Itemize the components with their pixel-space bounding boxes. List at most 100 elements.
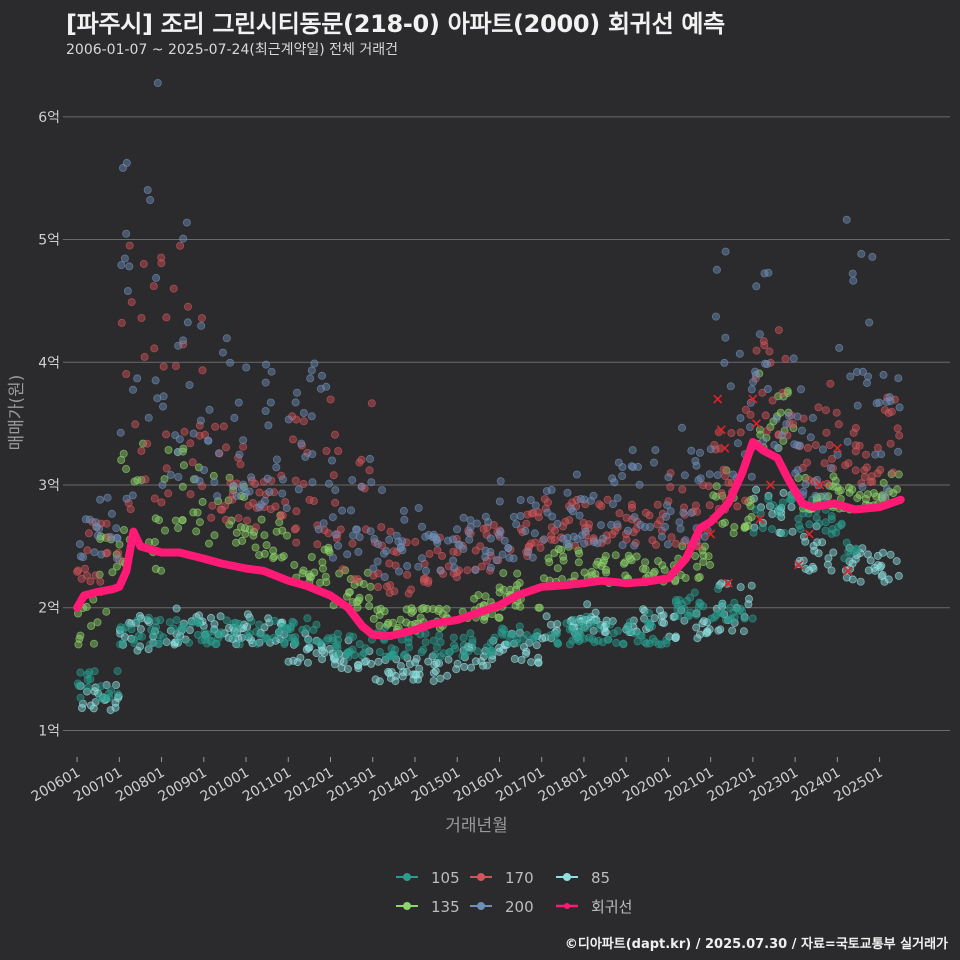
- data-point-200: [818, 445, 827, 454]
- data-point-200: [380, 573, 389, 582]
- data-point-135: [587, 567, 596, 576]
- data-point-170: [234, 514, 243, 523]
- data-point-200: [663, 501, 672, 510]
- data-point-200: [459, 544, 468, 553]
- data-point-135: [534, 603, 543, 612]
- data-point-85: [779, 488, 788, 497]
- data-point-200: [294, 485, 303, 494]
- data-point-135: [879, 478, 888, 487]
- data-point-105: [852, 546, 861, 555]
- data-point-200: [500, 536, 509, 545]
- data-point-170: [243, 516, 252, 525]
- data-point-170: [851, 447, 860, 456]
- data-point-85: [736, 583, 745, 592]
- data-point-200: [421, 566, 430, 575]
- data-point-170: [157, 259, 166, 268]
- data-point-200: [122, 229, 131, 238]
- data-point-85: [431, 667, 440, 676]
- data-point-105: [283, 624, 292, 633]
- data-point-170: [331, 498, 340, 507]
- data-point-135: [602, 568, 611, 577]
- data-point-200: [143, 185, 152, 194]
- data-point-200: [369, 564, 378, 573]
- data-point-135: [480, 615, 489, 624]
- data-point-200: [540, 535, 549, 544]
- data-point-200: [113, 554, 122, 563]
- data-point-170: [218, 505, 227, 514]
- data-point-200: [191, 475, 200, 484]
- data-point-135: [853, 494, 862, 503]
- data-point-105: [736, 604, 745, 613]
- data-point-200: [235, 450, 244, 459]
- data-point-200: [521, 527, 530, 536]
- data-point-200: [736, 414, 745, 423]
- data-point-135: [210, 531, 219, 540]
- legend-label: 200: [505, 898, 534, 916]
- data-point-200: [242, 363, 251, 372]
- data-point-135: [108, 568, 117, 577]
- data-point-200: [343, 550, 352, 559]
- data-point-85: [814, 549, 823, 558]
- data-point-105: [591, 617, 600, 626]
- data-point-200: [640, 523, 649, 532]
- data-point-200: [636, 520, 645, 529]
- data-point-105: [522, 631, 531, 640]
- data-point-135: [499, 569, 508, 578]
- data-point-135: [718, 519, 727, 528]
- data-point-200: [763, 384, 772, 393]
- data-point-105: [222, 616, 231, 625]
- data-point-170: [353, 575, 362, 584]
- data-point-85: [823, 560, 832, 569]
- y-tick-label: 3억: [38, 478, 60, 494]
- data-point-105: [212, 639, 221, 648]
- data-point-135: [729, 529, 738, 538]
- data-point-200: [705, 470, 714, 479]
- data-point-170: [719, 465, 728, 474]
- data-point-85: [374, 657, 383, 666]
- data-point-135: [574, 558, 583, 567]
- data-point-200: [367, 478, 376, 487]
- data-point-200: [112, 524, 121, 533]
- data-point-170: [622, 513, 631, 522]
- data-point-200: [692, 461, 701, 470]
- data-point-170: [585, 520, 594, 529]
- data-point-200: [179, 234, 188, 243]
- data-point-170: [541, 504, 550, 513]
- data-point-105: [289, 619, 298, 628]
- data-point-200: [833, 450, 842, 459]
- data-point-170: [724, 478, 733, 487]
- data-point-200: [849, 276, 858, 285]
- data-point-170: [198, 366, 207, 375]
- data-point-135: [611, 551, 620, 560]
- data-point-200: [333, 541, 342, 550]
- data-point-200: [627, 462, 636, 471]
- data-point-170: [125, 241, 134, 250]
- data-point-105: [712, 611, 721, 620]
- data-point-200: [509, 512, 518, 521]
- data-point-170: [463, 566, 472, 575]
- data-point-170: [271, 502, 280, 511]
- data-point-105: [275, 627, 284, 636]
- data-point-200: [436, 566, 445, 575]
- data-point-85: [479, 652, 488, 661]
- data-point-135: [232, 528, 241, 537]
- data-point-105: [512, 635, 521, 644]
- data-point-105: [552, 629, 561, 638]
- y-tick-label: 4억: [38, 355, 60, 371]
- prediction-marker: [765, 480, 776, 490]
- data-point-170: [671, 539, 680, 548]
- data-point-105: [197, 636, 206, 645]
- data-point-200: [185, 380, 194, 389]
- data-point-85: [650, 614, 659, 623]
- data-point-105: [144, 613, 153, 622]
- data-point-200: [317, 371, 326, 380]
- data-point-85: [302, 645, 311, 654]
- data-point-105: [357, 651, 366, 660]
- data-point-200: [261, 378, 270, 387]
- data-point-105: [582, 612, 591, 621]
- data-point-135: [869, 489, 878, 498]
- y-tick-label: 2억: [38, 601, 60, 617]
- data-point-105: [75, 682, 84, 691]
- data-point-200: [512, 520, 521, 529]
- data-point-105: [654, 640, 663, 649]
